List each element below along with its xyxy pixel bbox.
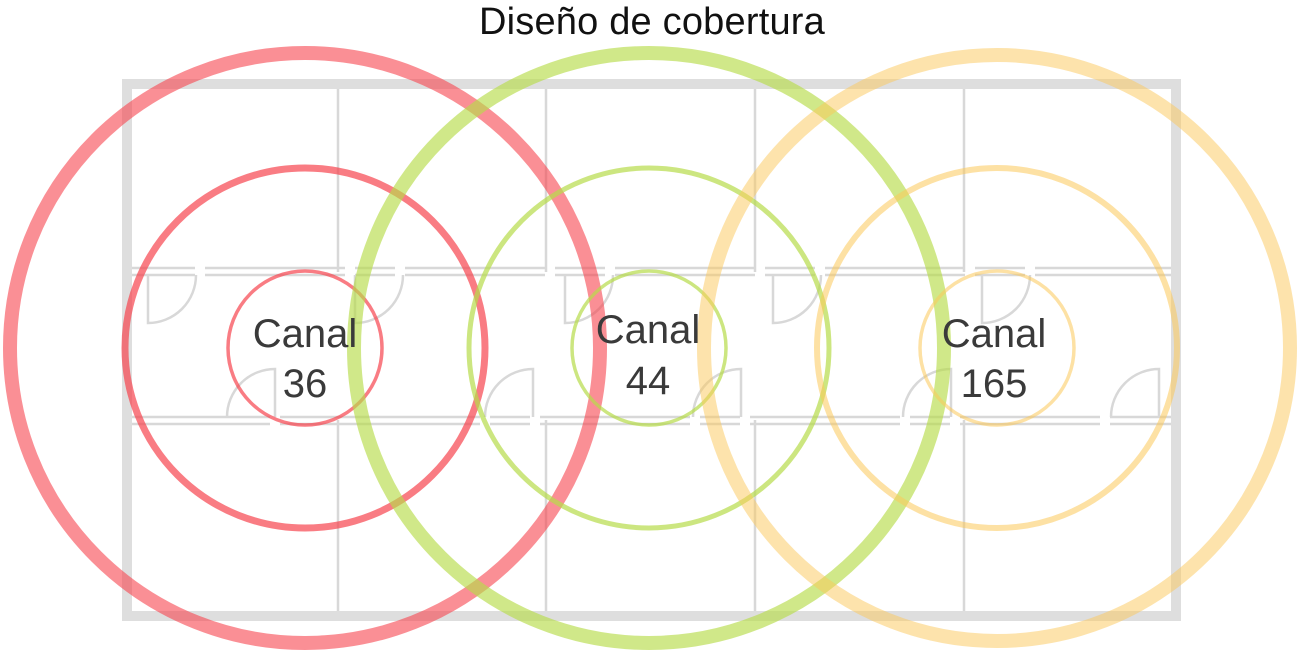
channel-165-inner-ring [918,269,1076,427]
diagram-title: Diseño de cobertura [478,1,825,43]
door-swing [1109,367,1161,418]
channel-36-label-line2: 36 [283,362,328,406]
channel-44-label-line2: 44 [626,359,671,403]
channel-44-outer-ring [347,46,951,650]
channel-165-coverage [697,48,1297,648]
channel-165-outer-ring [697,48,1297,648]
channel-44-coverage [347,46,951,650]
channel-36-middle-ring [121,164,489,532]
channel-36-coverage [3,46,607,650]
channel-165-label-line2: 165 [961,362,1028,406]
door-swing [771,274,823,325]
channel-44-label-line1: Canal [596,308,701,352]
channel-44-inner-ring [570,269,728,427]
channel-44-middle-ring [466,165,832,531]
door-swing [146,274,198,325]
door-swing [225,367,277,418]
door-swing [483,367,535,418]
channel-165-label-line1: Canal [942,312,1047,356]
channel-36-inner-ring [226,269,384,427]
door-swing [980,274,1032,325]
channel-165-middle-ring [814,165,1180,531]
channel-36-label-line1: Canal [253,312,358,356]
channel-36-outer-ring [3,46,607,650]
